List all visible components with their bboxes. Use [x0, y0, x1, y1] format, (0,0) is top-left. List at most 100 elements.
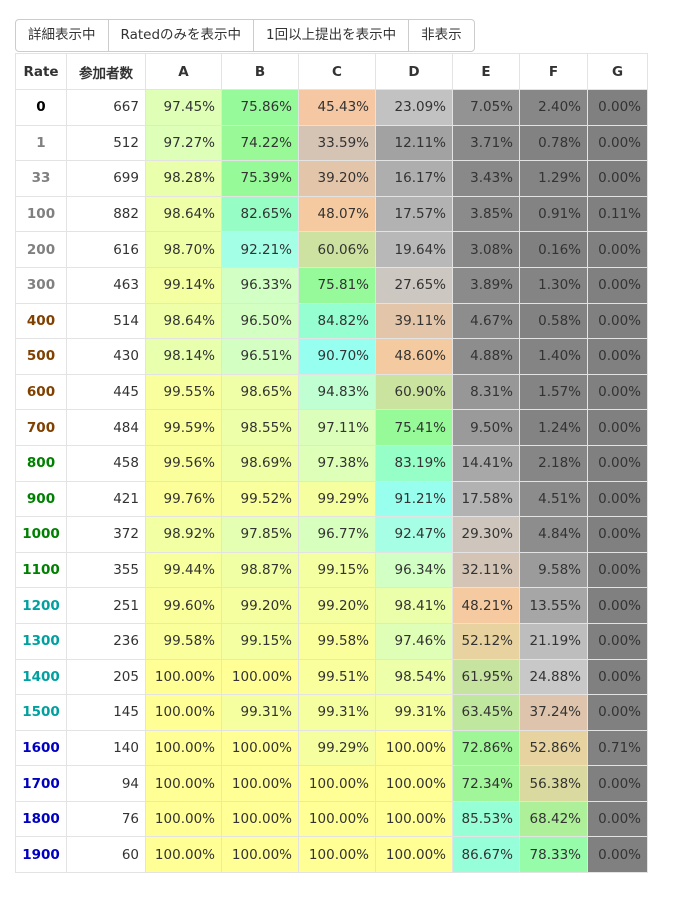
table-row: 100 882 98.64% 82.65% 48.07% 17.57% 3.85% 0.91%…: [15, 195, 648, 233]
rate-percent-cell: 4.88%: [452, 338, 520, 375]
rate-percent-cell: 0.00%: [587, 444, 648, 482]
rate-cell: 1800: [15, 800, 67, 838]
toggle-button[interactable]: 詳細表示中: [15, 19, 109, 52]
rate-percent-cell: 4.84%: [519, 516, 588, 553]
rate-percent-cell: 3.89%: [452, 266, 520, 304]
rate-percent-cell: 75.86%: [221, 89, 299, 126]
rate-percent-cell: 99.31%: [221, 694, 299, 731]
rate-percent-cell: 75.39%: [221, 160, 299, 197]
rate-percent-cell: 37.24%: [519, 694, 588, 731]
rate-percent-cell: 99.76%: [145, 480, 222, 518]
rate-percent-cell: 0.00%: [587, 587, 648, 624]
rate-percent-cell: 14.41%: [452, 444, 520, 482]
rate-percent-cell: 75.81%: [298, 266, 376, 304]
participants-cell: 76: [66, 800, 146, 838]
participants-cell: 205: [66, 658, 146, 696]
rate-percent-cell: 4.67%: [452, 302, 520, 340]
column-header: D: [375, 53, 453, 90]
participants-cell: 94: [66, 765, 146, 802]
rate-percent-cell: 0.00%: [587, 694, 648, 731]
participants-cell: 667: [66, 89, 146, 126]
rate-percent-cell: 98.64%: [145, 302, 222, 340]
rate-percent-cell: 52.12%: [452, 622, 520, 660]
rate-percent-cell: 3.85%: [452, 195, 520, 233]
rate-percent-cell: 100.00%: [145, 765, 222, 802]
rate-percent-cell: 96.34%: [375, 551, 453, 589]
column-header: B: [221, 53, 299, 90]
participants-cell: 882: [66, 195, 146, 233]
rate-percent-cell: 96.77%: [298, 516, 376, 553]
rate-percent-cell: 100.00%: [221, 658, 299, 696]
rate-percent-cell: 86.67%: [452, 836, 520, 874]
rate-percent-cell: 100.00%: [298, 836, 376, 874]
toggle-button[interactable]: 1回以上提出を表示中: [253, 19, 410, 52]
rate-percent-cell: 16.17%: [375, 160, 453, 197]
rate-percent-cell: 98.28%: [145, 160, 222, 197]
rate-percent-cell: 98.92%: [145, 516, 222, 553]
participants-cell: 458: [66, 444, 146, 482]
rate-percent-cell: 0.00%: [587, 124, 648, 162]
table-row: 1100 355 99.44% 98.87% 99.15% 96.34% 32.11% 9.5…: [15, 551, 648, 589]
rate-percent-cell: 100.00%: [298, 800, 376, 838]
rate-cell: 1300: [15, 622, 67, 660]
rate-percent-cell: 0.00%: [587, 765, 648, 802]
rate-percent-cell: 100.00%: [221, 765, 299, 802]
toggle-button[interactable]: Ratedのみを表示中: [107, 19, 255, 52]
rate-percent-cell: 97.46%: [375, 622, 453, 660]
rate-percent-cell: 48.07%: [298, 195, 376, 233]
rate-percent-cell: 12.11%: [375, 124, 453, 162]
rate-percent-cell: 92.47%: [375, 516, 453, 553]
rate-cell: 1400: [15, 658, 67, 696]
table-row: 200 616 98.70% 92.21% 60.06% 19.64% 3.08% 0.16%…: [15, 231, 648, 268]
rate-percent-cell: 23.09%: [375, 89, 453, 126]
rate-percent-cell: 0.71%: [587, 729, 648, 767]
rate-percent-cell: 97.11%: [298, 409, 376, 446]
rate-percent-cell: 1.40%: [519, 338, 588, 375]
rate-percent-cell: 96.33%: [221, 266, 299, 304]
column-header: A: [145, 53, 222, 90]
rate-cell: 1600: [15, 729, 67, 767]
toggle-button[interactable]: 非表示: [408, 19, 475, 52]
rate-percent-cell: 0.00%: [587, 516, 648, 553]
rate-percent-cell: 99.60%: [145, 587, 222, 624]
rate-percent-cell: 72.86%: [452, 729, 520, 767]
rate-percent-cell: 9.58%: [519, 551, 588, 589]
rate-percent-cell: 99.29%: [298, 729, 376, 767]
participants-cell: 463: [66, 266, 146, 304]
table-body: 0 667 97.45% 75.86% 45.43% 23.09% 7.05% 2.40% 0.…: [15, 89, 648, 874]
rate-percent-cell: 56.38%: [519, 765, 588, 802]
column-header: G: [587, 53, 648, 90]
rate-percent-cell: 99.15%: [221, 622, 299, 660]
rate-percent-cell: 19.64%: [375, 231, 453, 268]
rate-percent-cell: 100.00%: [298, 765, 376, 802]
table-row: 1 512 97.27% 74.22% 33.59% 12.11% 3.71% 0.78% 0.…: [15, 124, 648, 162]
table-row: 500 430 98.14% 96.51% 90.70% 48.60% 4.88% 1.40%…: [15, 338, 648, 375]
table-row: 300 463 99.14% 96.33% 75.81% 27.65% 3.89% 1.30%…: [15, 266, 648, 304]
rate-percent-cell: 0.00%: [587, 622, 648, 660]
rate-percent-cell: 99.20%: [221, 587, 299, 624]
rate-percent-cell: 1.24%: [519, 409, 588, 446]
rate-percent-cell: 99.52%: [221, 480, 299, 518]
table-row: 1900 60 100.00% 100.00% 100.00% 100.00% 86.67%…: [15, 836, 648, 874]
rate-percent-cell: 0.00%: [587, 658, 648, 696]
rate-percent-cell: 92.21%: [221, 231, 299, 268]
rate-percent-cell: 0.00%: [587, 800, 648, 838]
rate-percent-cell: 99.14%: [145, 266, 222, 304]
rate-percent-cell: 98.87%: [221, 551, 299, 589]
participants-cell: 445: [66, 373, 146, 411]
rate-cell: 500: [15, 338, 67, 375]
button-group: 詳細表示中 Ratedのみを表示中 1回以上提出を表示中 非表示: [15, 19, 648, 52]
rate-percent-cell: 0.00%: [587, 338, 648, 375]
rate-percent-cell: 98.14%: [145, 338, 222, 375]
table-row: 33 699 98.28% 75.39% 39.20% 16.17% 3.43% 1.29% 0…: [15, 160, 648, 197]
rate-percent-cell: 39.20%: [298, 160, 376, 197]
rate-percent-cell: 99.51%: [298, 658, 376, 696]
rate-percent-cell: 0.00%: [587, 302, 648, 340]
participants-cell: 512: [66, 124, 146, 162]
rate-percent-cell: 84.82%: [298, 302, 376, 340]
rate-percent-cell: 3.71%: [452, 124, 520, 162]
rate-cell: 33: [15, 160, 67, 197]
rate-percent-cell: 99.20%: [298, 587, 376, 624]
table-row: 1700 94 100.00% 100.00% 100.00% 100.00% 72.34%…: [15, 765, 648, 802]
